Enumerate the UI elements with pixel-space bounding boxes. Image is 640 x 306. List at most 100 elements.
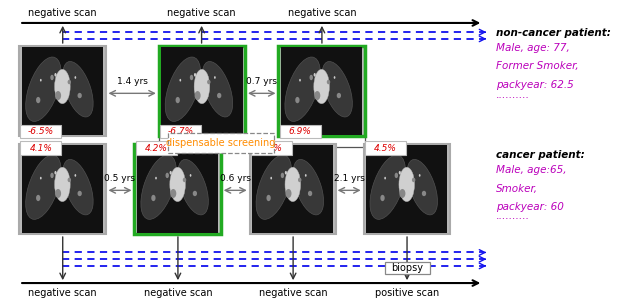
Ellipse shape xyxy=(370,155,405,219)
Ellipse shape xyxy=(194,69,210,104)
Ellipse shape xyxy=(155,177,157,180)
Ellipse shape xyxy=(314,91,320,100)
Ellipse shape xyxy=(166,173,169,178)
Ellipse shape xyxy=(40,79,42,82)
Ellipse shape xyxy=(327,80,330,84)
Ellipse shape xyxy=(68,178,71,182)
Ellipse shape xyxy=(194,73,196,76)
Ellipse shape xyxy=(298,178,301,182)
Ellipse shape xyxy=(26,155,61,219)
FancyBboxPatch shape xyxy=(134,144,221,234)
Ellipse shape xyxy=(170,171,172,174)
Text: non-cancer patient:: non-cancer patient: xyxy=(496,28,611,38)
Ellipse shape xyxy=(270,177,272,180)
Ellipse shape xyxy=(412,178,415,182)
Ellipse shape xyxy=(407,159,438,215)
Ellipse shape xyxy=(141,155,176,219)
Ellipse shape xyxy=(217,93,221,98)
Ellipse shape xyxy=(299,79,301,82)
Ellipse shape xyxy=(165,57,200,121)
Ellipse shape xyxy=(178,159,209,215)
Ellipse shape xyxy=(193,191,197,196)
Ellipse shape xyxy=(310,75,313,80)
Text: 2.1 yrs: 2.1 yrs xyxy=(333,174,365,183)
Ellipse shape xyxy=(207,80,211,84)
Text: packyear: 60: packyear: 60 xyxy=(496,202,564,212)
Ellipse shape xyxy=(63,159,93,215)
Text: -6.5%: -6.5% xyxy=(28,127,54,136)
Text: Former Smoker,: Former Smoker, xyxy=(496,61,579,71)
Ellipse shape xyxy=(333,76,335,79)
Text: 4.2%: 4.2% xyxy=(145,144,168,153)
Ellipse shape xyxy=(314,69,330,104)
Ellipse shape xyxy=(54,167,70,202)
FancyBboxPatch shape xyxy=(160,125,201,138)
Ellipse shape xyxy=(151,195,156,201)
Ellipse shape xyxy=(77,191,82,196)
Ellipse shape xyxy=(384,177,386,180)
Ellipse shape xyxy=(399,189,405,198)
Ellipse shape xyxy=(55,91,61,100)
Ellipse shape xyxy=(175,97,180,103)
Ellipse shape xyxy=(293,159,324,215)
Ellipse shape xyxy=(395,173,398,178)
Text: -6.7%: -6.7% xyxy=(168,127,193,136)
Text: negative scan: negative scan xyxy=(259,288,328,298)
Text: 4.5%: 4.5% xyxy=(374,144,397,153)
Ellipse shape xyxy=(380,195,385,201)
Ellipse shape xyxy=(51,75,54,80)
FancyBboxPatch shape xyxy=(251,141,292,155)
FancyBboxPatch shape xyxy=(22,145,103,233)
Ellipse shape xyxy=(285,171,287,174)
Ellipse shape xyxy=(55,189,61,198)
FancyBboxPatch shape xyxy=(250,144,336,234)
Text: 4.1%: 4.1% xyxy=(29,144,52,153)
Ellipse shape xyxy=(256,155,291,219)
FancyBboxPatch shape xyxy=(161,47,243,135)
Text: Male, age:65,: Male, age:65, xyxy=(496,165,566,175)
Ellipse shape xyxy=(54,69,70,104)
Text: 1.4 yrs: 1.4 yrs xyxy=(116,77,148,86)
Text: positive scan: positive scan xyxy=(375,288,439,298)
Ellipse shape xyxy=(68,80,71,84)
Ellipse shape xyxy=(183,178,186,182)
FancyBboxPatch shape xyxy=(366,145,447,233)
Text: cancer patient:: cancer patient: xyxy=(496,150,585,160)
Ellipse shape xyxy=(170,189,176,198)
Ellipse shape xyxy=(190,75,193,80)
Ellipse shape xyxy=(399,167,415,202)
Ellipse shape xyxy=(51,173,54,178)
Text: ..........: .......... xyxy=(496,90,530,100)
Ellipse shape xyxy=(63,62,93,117)
Ellipse shape xyxy=(40,177,42,180)
FancyBboxPatch shape xyxy=(281,47,362,135)
Ellipse shape xyxy=(285,57,320,121)
Text: packyear: 62.5: packyear: 62.5 xyxy=(496,80,573,90)
FancyBboxPatch shape xyxy=(137,145,218,233)
FancyBboxPatch shape xyxy=(168,133,274,153)
FancyBboxPatch shape xyxy=(19,144,106,234)
Text: negative scan: negative scan xyxy=(143,288,212,298)
FancyBboxPatch shape xyxy=(280,125,321,138)
Ellipse shape xyxy=(322,62,353,117)
FancyBboxPatch shape xyxy=(20,141,61,155)
Ellipse shape xyxy=(179,79,181,82)
Text: negative scan: negative scan xyxy=(167,8,236,18)
Text: negative scan: negative scan xyxy=(28,288,97,298)
Ellipse shape xyxy=(54,171,56,174)
FancyBboxPatch shape xyxy=(22,47,103,135)
Ellipse shape xyxy=(266,195,271,201)
Text: negative scan: negative scan xyxy=(28,8,97,18)
Ellipse shape xyxy=(314,73,316,76)
Text: 0.7 yrs: 0.7 yrs xyxy=(246,77,277,86)
Ellipse shape xyxy=(295,97,300,103)
Ellipse shape xyxy=(36,195,40,201)
FancyBboxPatch shape xyxy=(278,46,365,136)
Text: 0.5 yrs: 0.5 yrs xyxy=(104,174,136,183)
Ellipse shape xyxy=(285,167,301,202)
Ellipse shape xyxy=(74,174,76,177)
Text: dispensable screening: dispensable screening xyxy=(166,138,276,148)
FancyBboxPatch shape xyxy=(19,46,106,136)
Ellipse shape xyxy=(202,62,233,117)
FancyBboxPatch shape xyxy=(385,262,430,274)
